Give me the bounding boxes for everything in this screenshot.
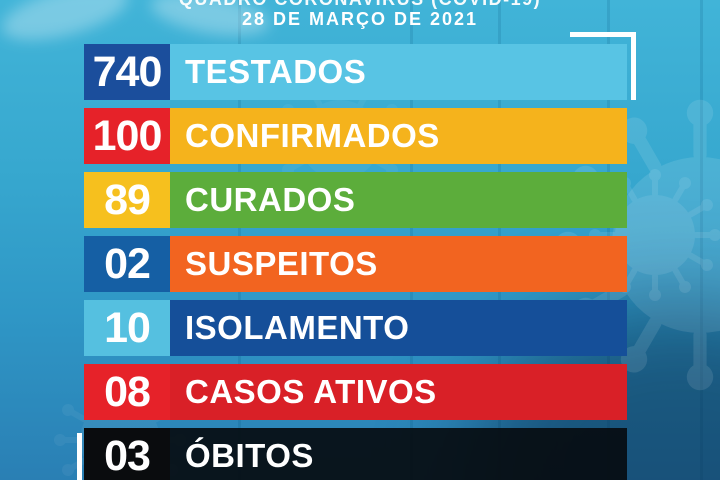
stat-row: 100 CONFIRMADOS bbox=[84, 108, 627, 164]
stat-label: ISOLAMENTO bbox=[170, 300, 627, 356]
stat-label: TESTADOS bbox=[170, 44, 627, 100]
stat-label: ÓBITOS bbox=[170, 428, 627, 480]
stat-row: 02 SUSPEITOS bbox=[84, 236, 627, 292]
stat-label: SUSPEITOS bbox=[170, 236, 627, 292]
stat-label: CONFIRMADOS bbox=[170, 108, 627, 164]
stat-row: 89 CURADOS bbox=[84, 172, 627, 228]
corner-accent-top bbox=[631, 32, 636, 100]
stat-value: 740 bbox=[84, 44, 170, 100]
stat-value: 89 bbox=[84, 172, 170, 228]
stat-row: 03 ÓBITOS bbox=[84, 428, 627, 480]
stat-value: 08 bbox=[84, 364, 170, 420]
corner-accent-top bbox=[570, 32, 636, 37]
stat-value: 100 bbox=[84, 108, 170, 164]
stat-row: 08 CASOS ATIVOS bbox=[84, 364, 627, 420]
stat-row: 10 ISOLAMENTO bbox=[84, 300, 627, 356]
header-date: 28 DE MARÇO DE 2021 bbox=[241, 9, 479, 29]
stat-value: 02 bbox=[84, 236, 170, 292]
stats-list: 740 TESTADOS 100 CONFIRMADOS 89 CURADOS … bbox=[84, 44, 627, 480]
stat-label: CASOS ATIVOS bbox=[170, 364, 627, 420]
stat-row: 740 TESTADOS bbox=[84, 44, 627, 100]
corner-accent-bottom bbox=[77, 433, 82, 480]
stat-label: CURADOS bbox=[170, 172, 627, 228]
stat-value: 10 bbox=[84, 300, 170, 356]
stat-value: 03 bbox=[84, 428, 170, 480]
header-title: QUADRO CORONAVIRUS (COVID-19) bbox=[0, 0, 720, 10]
